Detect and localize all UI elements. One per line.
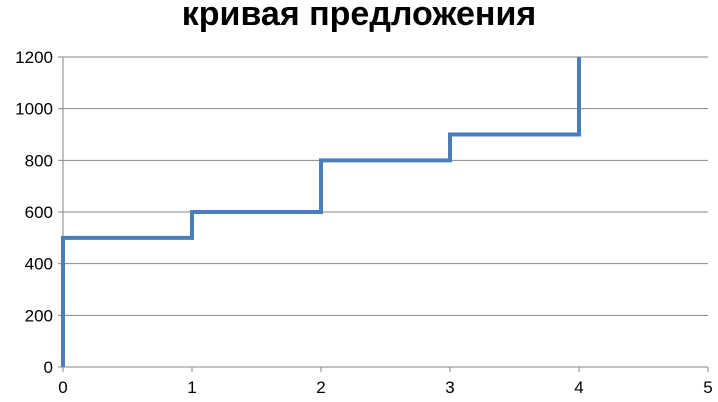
x-tick-label-4: 4 (574, 378, 583, 397)
y-tick-label-0: 0 (44, 358, 53, 377)
x-tick-label-0: 0 (58, 378, 67, 397)
chart-title: кривая предложения (181, 0, 537, 33)
y-tick-label-800: 800 (25, 151, 53, 170)
y-tick-label-600: 600 (25, 203, 53, 222)
y-tick-label-1000: 1000 (15, 100, 53, 119)
series-line-0 (61, 57, 581, 367)
x-tick-label-1: 1 (187, 378, 196, 397)
x-tick-label-5: 5 (703, 378, 712, 397)
x-tick-label-2: 2 (316, 378, 325, 397)
y-tick-label-200: 200 (25, 306, 53, 325)
y-tick-label-1200: 1200 (15, 48, 53, 67)
y-tick-label-400: 400 (25, 255, 53, 274)
x-tick-label-3: 3 (445, 378, 454, 397)
